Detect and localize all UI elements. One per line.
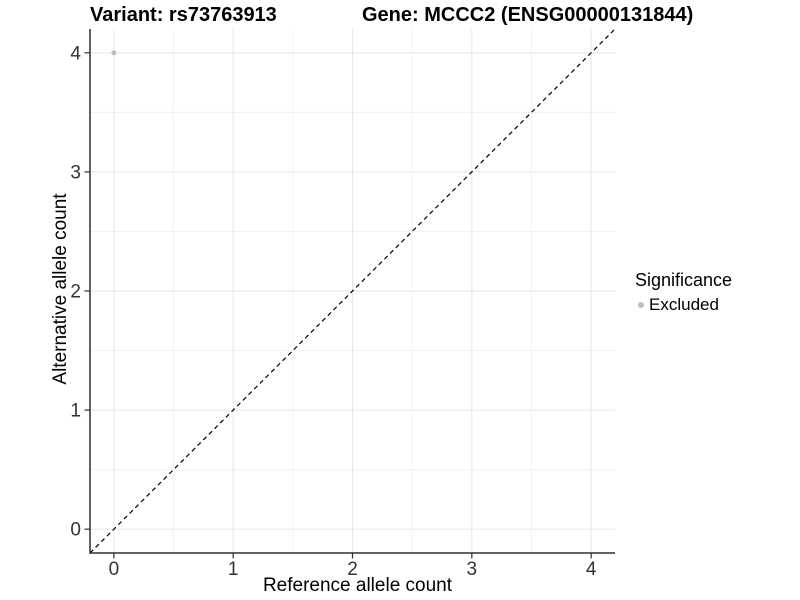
- x-tick-label: 1: [228, 559, 239, 580]
- x-tick-label: 0: [109, 559, 120, 580]
- plot-title-variant: Variant: rs73763913: [90, 4, 277, 26]
- legend: Significance Excluded: [634, 270, 732, 315]
- plot-title-gene: Gene: MCCC2 (ENSG00000131844): [362, 4, 694, 26]
- legend-key-dot-icon: [638, 302, 644, 308]
- x-axis-title: Reference allele count: [262, 575, 453, 596]
- y-tick-label: 2: [70, 282, 81, 303]
- y-axis-title: Alternative allele count: [50, 193, 71, 385]
- legend-entry-excluded: Excluded: [634, 295, 732, 315]
- y-tick-label: 3: [70, 162, 81, 183]
- x-tick-label: 3: [467, 559, 478, 580]
- x-tick-label: 4: [586, 559, 597, 580]
- y-tick-label: 0: [70, 520, 81, 541]
- legend-title: Significance: [635, 270, 733, 290]
- x-tick-label: 2: [347, 559, 358, 580]
- identity-line: [89, 28, 616, 554]
- data-point: [111, 50, 117, 56]
- y-tick-label: 4: [70, 43, 81, 64]
- legend-entry-label: Excluded: [649, 295, 719, 314]
- y-tick-label: 1: [70, 401, 81, 422]
